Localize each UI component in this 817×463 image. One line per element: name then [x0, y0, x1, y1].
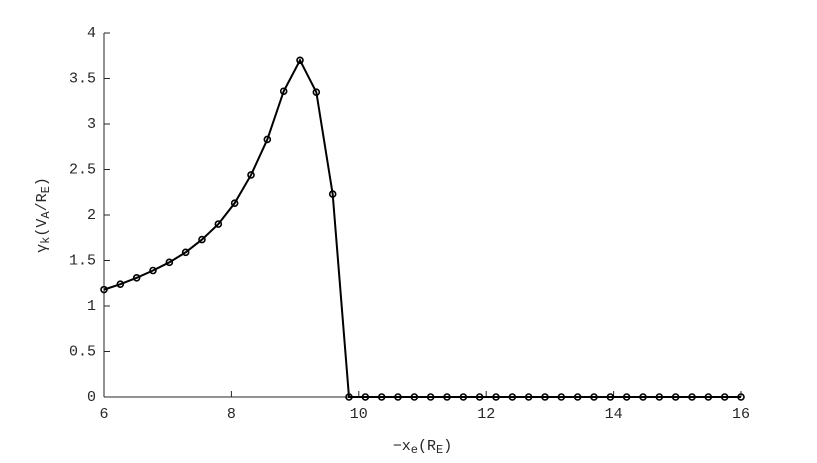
- data-marker: [116, 280, 125, 288]
- x-axis-label-part: (R: [418, 438, 436, 455]
- y-axis-label-part: k: [39, 237, 53, 244]
- data-marker: [639, 393, 647, 401]
- data-marker: [214, 220, 223, 228]
- data-marker: [622, 393, 631, 401]
- data-marker: [149, 266, 157, 275]
- y-tick-label: 0: [87, 389, 96, 406]
- x-axis-label-part: E: [436, 443, 443, 457]
- data-marker: [590, 393, 598, 401]
- data-marker: [475, 393, 484, 401]
- y-axis-label-part: /R: [34, 193, 51, 211]
- y-axis-label-part: E: [39, 186, 53, 193]
- data-marker: [704, 393, 713, 401]
- data-marker: [720, 393, 729, 401]
- data-marker: [279, 87, 288, 96]
- data-marker: [361, 393, 370, 401]
- y-axis-label-part: γ: [34, 244, 51, 253]
- data-marker: [312, 88, 321, 96]
- y-tick-label: 0.5: [69, 343, 96, 360]
- x-axis-label: −xe(RE): [393, 438, 452, 457]
- data-marker: [573, 393, 582, 401]
- data-marker: [263, 135, 272, 144]
- data-marker: [688, 393, 696, 401]
- data-marker: [247, 171, 255, 179]
- data-marker: [737, 393, 745, 401]
- data-marker: [671, 393, 680, 401]
- y-tick-label: 3.5: [69, 70, 96, 87]
- data-marker: [394, 393, 402, 401]
- data-marker: [655, 393, 664, 401]
- x-axis-label-part: e: [411, 443, 418, 457]
- data-marker: [377, 393, 386, 401]
- data-marker: [345, 393, 353, 401]
- data-marker: [100, 285, 108, 294]
- y-axis-label-part: ): [34, 177, 51, 186]
- y-axis-label: γk(VA/RE): [34, 177, 53, 253]
- data-marker: [410, 393, 419, 401]
- data-marker: [296, 56, 304, 65]
- data-marker: [492, 393, 500, 401]
- y-tick-label: 1: [87, 298, 96, 315]
- x-axis-label-part: −x: [393, 438, 411, 455]
- data-marker: [328, 190, 337, 198]
- data-marker: [198, 235, 206, 244]
- data-marker: [443, 393, 451, 401]
- y-tick-label: 4: [87, 25, 96, 42]
- x-tick-label: 8: [227, 406, 236, 423]
- x-tick-label: 10: [350, 406, 368, 423]
- data-marker: [165, 258, 174, 267]
- data-marker: [557, 393, 566, 401]
- y-tick-label: 1.5: [69, 252, 96, 269]
- x-tick-label: 12: [477, 406, 495, 423]
- y-tick-label: 2.5: [69, 161, 96, 178]
- x-tick-label: 16: [732, 406, 750, 423]
- data-marker: [606, 393, 615, 401]
- data-marker: [132, 273, 141, 282]
- data-marker: [426, 393, 435, 401]
- data-line: [103, 58, 741, 398]
- y-tick-label: 3: [87, 116, 96, 133]
- y-tick-label: 2: [87, 207, 96, 224]
- data-marker: [541, 393, 549, 401]
- data-marker: [508, 393, 517, 401]
- data-marker: [459, 393, 468, 401]
- y-axis-label-part: A: [39, 211, 53, 219]
- data-marker: [181, 248, 190, 257]
- x-axis-label-part: ): [443, 438, 452, 455]
- x-tick-label: 6: [99, 406, 108, 423]
- data-marker: [524, 393, 533, 401]
- data-marker: [230, 199, 239, 207]
- x-tick-label: 14: [605, 406, 623, 423]
- y-axis-label-part: (V: [34, 219, 51, 237]
